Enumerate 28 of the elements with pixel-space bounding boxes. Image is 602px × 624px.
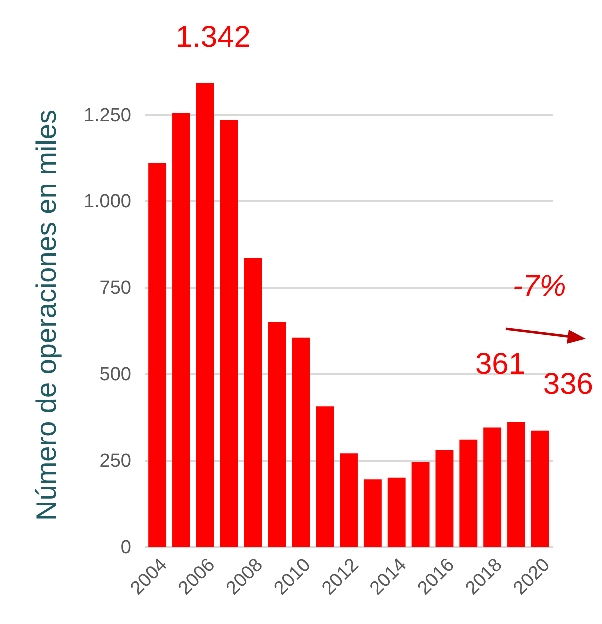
bar (364, 480, 382, 547)
bar (484, 428, 502, 547)
y-tick-label: 1.250 (84, 105, 132, 126)
y-tick-label: 750 (100, 278, 132, 300)
bar (244, 258, 262, 547)
annotation: -7% (513, 270, 566, 304)
bar (172, 113, 190, 547)
y-tick-label: 500 (100, 364, 132, 386)
bar (436, 450, 454, 547)
bar (531, 430, 550, 547)
y-tick-label: 0 (120, 538, 132, 558)
bar (196, 83, 214, 547)
bar (316, 406, 334, 547)
bar (388, 478, 406, 547)
bar (412, 462, 430, 547)
bar (268, 322, 286, 547)
bar (220, 120, 238, 547)
bar (148, 163, 167, 547)
data-label: 336 (543, 368, 594, 401)
data-label: 1.342 (176, 21, 251, 54)
bar (340, 454, 358, 547)
data-label: 361 (475, 348, 526, 382)
bar (508, 422, 526, 547)
y-axis-title: Número de operaciones en miles (30, 110, 62, 521)
y-tick-label: 1.000 (84, 192, 132, 213)
bar (292, 338, 310, 547)
y-tick-label: 250 (100, 451, 132, 472)
bar (460, 440, 478, 547)
